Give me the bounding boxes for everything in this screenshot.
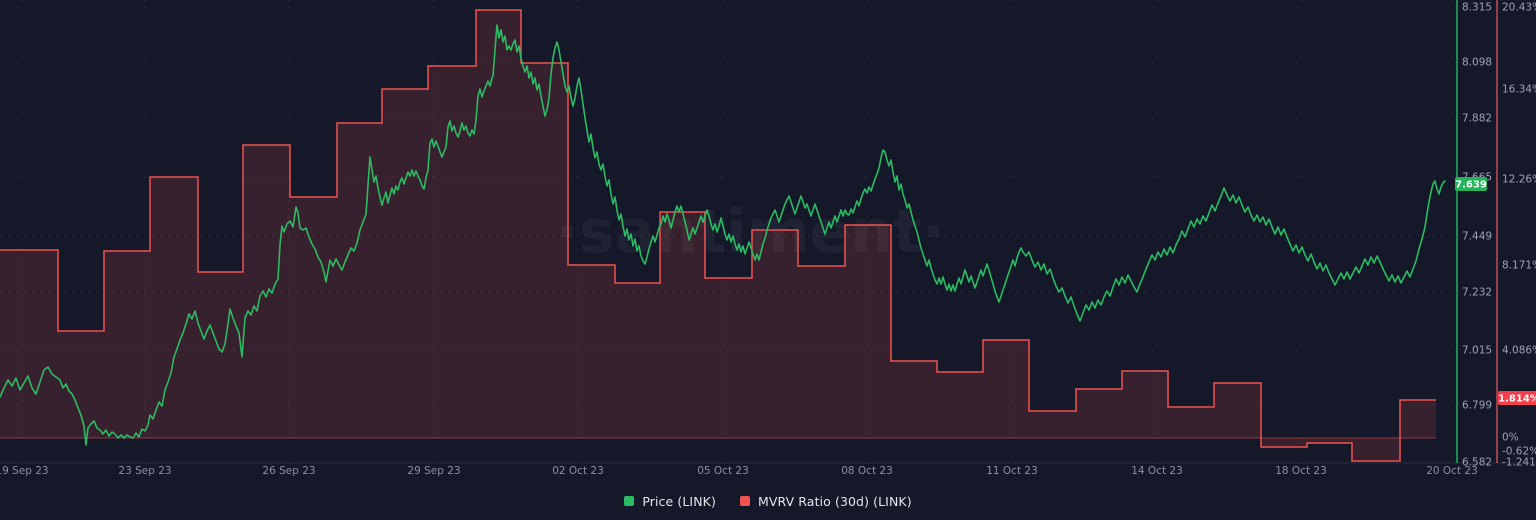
date-axis-tick-label: 11 Oct 23 bbox=[986, 465, 1038, 477]
price-swatch-icon bbox=[624, 496, 635, 506]
price-legend-label: Price (LINK) bbox=[642, 493, 716, 509]
price-badge-value: 7.639 bbox=[1455, 180, 1487, 191]
mvrv-axis-tick-label: 0% bbox=[1502, 432, 1519, 444]
mvrv-axis-tick-label: 8.171% bbox=[1502, 260, 1536, 272]
mvrv-axis-tick-label: 4.086% bbox=[1502, 345, 1536, 357]
price-current-badge: 7.639 bbox=[1455, 177, 1487, 191]
price-axis-tick-label: 7.882 bbox=[1462, 113, 1492, 125]
price-axis-tick-label: 7.449 bbox=[1462, 231, 1492, 243]
legend-item-price[interactable]: Price (LINK) bbox=[624, 494, 716, 509]
price-axis-tick-label: 7.232 bbox=[1462, 287, 1492, 299]
legend: Price (LINK) MVRV Ratio (30d) (LINK) bbox=[0, 489, 1536, 513]
mvrv-axis-tick-label: 16.34% bbox=[1502, 84, 1536, 96]
mvrv-badge-background bbox=[1498, 391, 1536, 405]
date-axis-tick-label: 19 Sep 23 bbox=[0, 465, 49, 477]
price-axis-tick-label: 8.098 bbox=[1462, 57, 1492, 69]
date-axis-tick-label: 20 Oct 23 bbox=[1426, 465, 1478, 477]
price-axis-tick-label: 6.582 bbox=[1462, 457, 1492, 469]
date-axis-tick-label: 08 Oct 23 bbox=[841, 465, 893, 477]
price-badge-background bbox=[1455, 177, 1487, 191]
legend-item-mvrv[interactable]: MVRV Ratio (30d) (LINK) bbox=[739, 493, 912, 509]
date-axis-tick-label: 02 Oct 23 bbox=[552, 465, 604, 477]
mvrv-step-line[interactable] bbox=[0, 9, 1436, 462]
mvrv-axis-tick-label: -1.241% bbox=[1502, 457, 1536, 469]
price-axis-tick-label: 6.799 bbox=[1462, 400, 1492, 412]
mvrv-legend-label: MVRV Ratio (30d) (LINK) bbox=[757, 493, 912, 509]
date-axis-tick-label: 14 Oct 23 bbox=[1131, 465, 1183, 477]
price-series[interactable] bbox=[0, 24, 1446, 446]
mvrv-swatch-icon bbox=[739, 496, 750, 506]
date-axis-tick-label: 29 Sep 23 bbox=[407, 465, 460, 477]
mvrv-current-badge: 1.814% bbox=[1498, 391, 1536, 405]
mvrv-axis-tick-label: -0.62% bbox=[1502, 446, 1536, 458]
price-axis-tick-label: 8.315 bbox=[1462, 2, 1492, 14]
mvrv-axis-tick-label: 20.43% bbox=[1502, 2, 1536, 14]
date-axis-tick-label: 18 Oct 23 bbox=[1275, 465, 1327, 477]
mvrv-area-fill bbox=[0, 10, 1436, 461]
date-axis-tick-label: 05 Oct 23 bbox=[697, 465, 749, 477]
mvrv-badge-value: 1.814% bbox=[1498, 394, 1536, 405]
price-line[interactable] bbox=[0, 24, 1446, 446]
mvrv-series[interactable] bbox=[0, 9, 1436, 462]
price-axis-tick-label: 7.015 bbox=[1462, 345, 1492, 357]
watermark: ·santiment· bbox=[556, 197, 944, 267]
date-axis-tick-label: 26 Sep 23 bbox=[262, 465, 315, 477]
date-axis-tick-label: 23 Sep 23 bbox=[118, 465, 171, 477]
mvrv-axis-tick-label: 12.26% bbox=[1502, 174, 1536, 186]
